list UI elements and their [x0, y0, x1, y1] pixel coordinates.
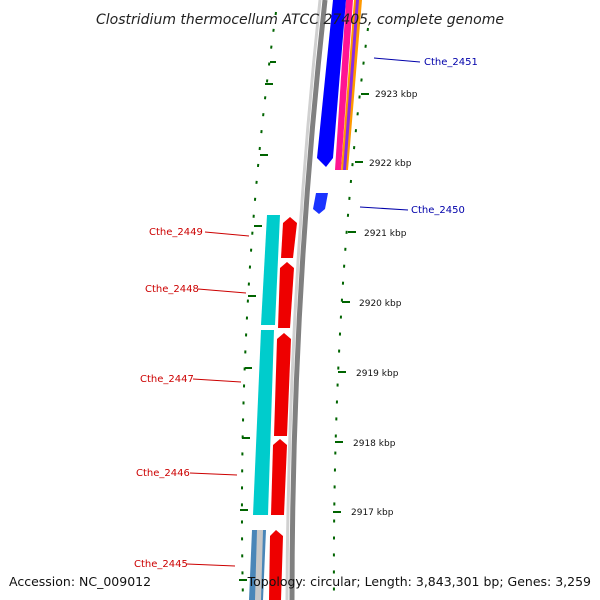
cds-magenta-track	[335, 0, 353, 170]
gene-label-cthe-2447[interactable]: Cthe_2447	[140, 374, 194, 385]
tick-label-2919: 2919 kbp	[356, 369, 399, 379]
backbone-shadow	[285, 0, 322, 600]
backbone-line	[289, 0, 328, 600]
tick-label-2923: 2923 kbp	[375, 90, 418, 100]
gene-cthe-2449[interactable]	[281, 217, 297, 258]
gene-cthe-2446[interactable]	[271, 439, 287, 515]
tick-label-2918: 2918 kbp	[353, 439, 396, 449]
teal-segment-2	[253, 330, 274, 515]
map-title: Clostridium thermocellum ATCC 27405, com…	[96, 12, 504, 28]
label-leaders	[186, 57, 421, 567]
cds-purple-track	[343, 0, 359, 170]
gene-label-cthe-2449[interactable]: Cthe_2449	[149, 227, 203, 238]
teal-segment-1	[261, 215, 280, 325]
teal-segment-4	[255, 530, 263, 600]
gene-label-cthe-2448[interactable]: Cthe_2448	[145, 284, 199, 295]
gene-label-cthe-2446[interactable]: Cthe_2446	[136, 468, 190, 479]
gene-cthe-2447[interactable]	[274, 333, 291, 436]
tick-label-2920: 2920 kbp	[359, 299, 402, 309]
gene-cthe-2448[interactable]	[278, 262, 294, 328]
gc-skew-marks	[239, 61, 369, 581]
gene-label-cthe-2450[interactable]: Cthe_2450	[411, 205, 465, 216]
tick-label-2922: 2922 kbp	[369, 159, 412, 169]
gene-cthe-2450[interactable]	[313, 193, 328, 214]
topology-summary: Topology: circular; Length: 3,843,301 bp…	[247, 574, 591, 589]
gene-label-cthe-2451[interactable]: Cthe_2451	[424, 57, 478, 68]
gene-cthe-2445[interactable]	[269, 530, 283, 600]
teal-track	[249, 215, 280, 600]
gene-cthe-2451[interactable]	[317, 0, 346, 167]
tick-label-2921: 2921 kbp	[364, 229, 407, 239]
tick-label-2917: 2917 kbp	[351, 508, 394, 518]
gene-label-cthe-2445[interactable]: Cthe_2445	[134, 559, 188, 570]
accession-label: Accession: NC_009012	[9, 574, 151, 589]
